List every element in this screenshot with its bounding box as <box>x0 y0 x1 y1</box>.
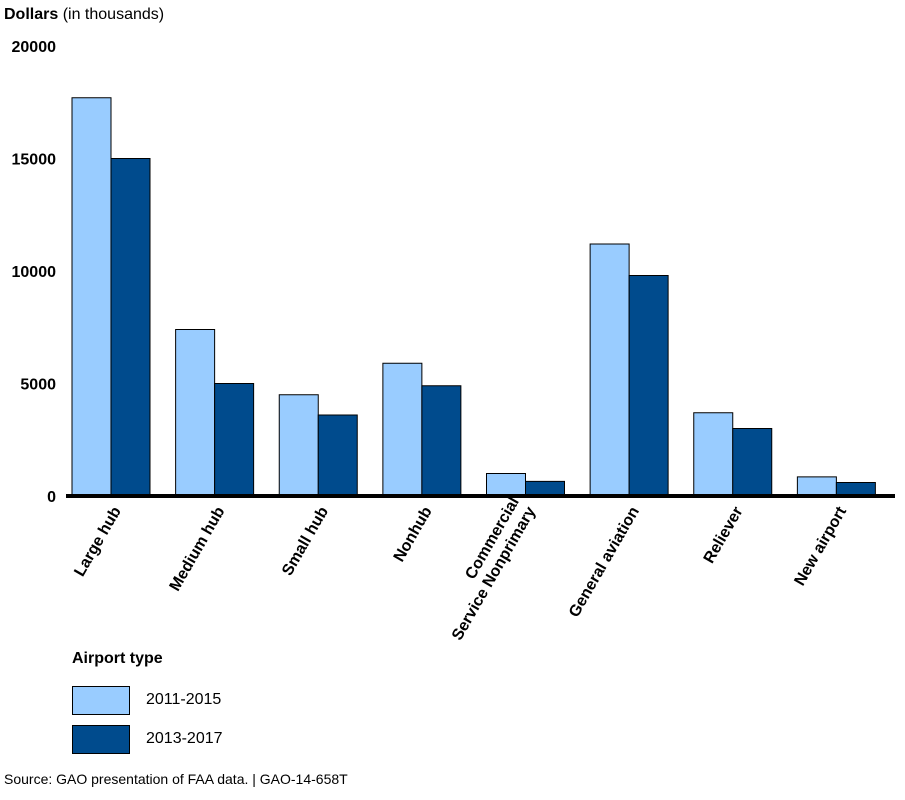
legend-swatch-0 <box>72 685 130 715</box>
bar-1-5 <box>628 275 669 497</box>
legend-label-0: 2011-2015 <box>146 691 222 708</box>
bar-0-7 <box>796 476 837 497</box>
bar-1-4 <box>525 480 565 497</box>
y-axis-label-bold: Dollars <box>4 6 59 23</box>
x-tick-label-4: CommercialService Nonprimary <box>433 494 540 643</box>
y-tick-label-3: 15000 <box>12 152 57 169</box>
x-tick-label-1: Medium hub <box>167 504 229 594</box>
x-tick-label-0: Large hub <box>71 504 125 580</box>
source-note: Source: GAO presentation of FAA data. | … <box>4 771 348 787</box>
legend-swatch-1 <box>72 724 130 754</box>
bar-1-0 <box>110 158 151 497</box>
bar-1-3 <box>421 385 462 497</box>
legend-item-0: 2011-2015 <box>72 685 221 715</box>
y-axis-label-unit: (in thousands) <box>62 6 165 23</box>
legend-title: Airport type <box>72 650 163 667</box>
x-tick-label-3: Nonhub <box>391 504 436 565</box>
y-tick-label-2: 10000 <box>12 264 57 281</box>
bar-1-1 <box>214 383 255 497</box>
y-tick-label-0: 0 <box>47 489 56 506</box>
y-tick-label-4: 20000 <box>12 39 57 56</box>
bar-0-1 <box>175 329 216 497</box>
x-tick-label-5: General aviation <box>566 504 643 620</box>
x-tick-label-6: Reliever <box>701 504 747 566</box>
bar-chart: 0 5000 10000 15000 20000 Large hub Medium hub S… <box>12 39 895 643</box>
x-tick-label-7: New airport <box>791 503 850 588</box>
bar-1-6 <box>732 428 773 497</box>
x-tick-label-2: Small hub <box>279 504 332 579</box>
bar-0-6 <box>693 412 734 497</box>
bar-0-5 <box>589 243 630 497</box>
bar-0-4 <box>486 473 526 497</box>
y-tick-label-1: 5000 <box>20 377 56 394</box>
bar-1-7 <box>835 482 876 497</box>
legend-label-1: 2013-2017 <box>146 730 223 747</box>
bar-0-2 <box>278 394 319 497</box>
bar-0-3 <box>382 362 423 497</box>
bar-0-0 <box>71 97 112 497</box>
bar-1-2 <box>317 414 358 497</box>
y-axis-label: Dollars (in thousands) <box>4 6 164 24</box>
legend-item-1: 2013-2017 <box>72 724 223 754</box>
